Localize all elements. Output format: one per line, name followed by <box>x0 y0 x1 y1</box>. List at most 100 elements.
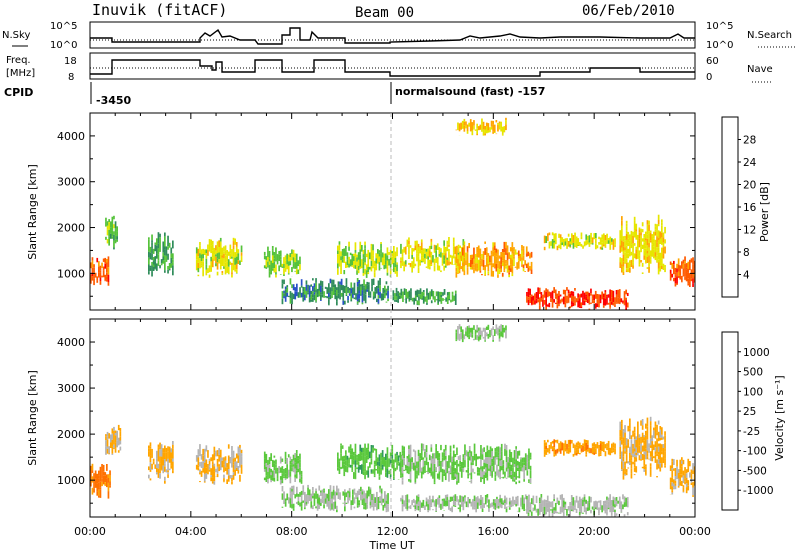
scatter-cell <box>566 513 568 516</box>
scatter-cell <box>297 493 300 497</box>
scatter-cell <box>271 470 274 473</box>
scatter-cell <box>469 259 472 267</box>
scatter-cell <box>438 471 441 477</box>
scatter-cell <box>572 443 575 449</box>
scatter-cell <box>635 249 638 254</box>
scatter-cell <box>338 461 341 469</box>
scatter-cell <box>443 498 445 507</box>
scatter-cell <box>547 233 549 241</box>
scatter-cell <box>656 459 658 464</box>
scatter-cell <box>361 489 364 492</box>
scatter-cell <box>297 456 300 459</box>
scatter-cell <box>476 472 479 476</box>
scatter-cell <box>400 454 402 461</box>
scatter-cell <box>372 265 374 269</box>
scatter-cell <box>289 261 292 266</box>
scatter-cell <box>157 243 160 249</box>
scatter-cell <box>384 503 386 507</box>
scatter-cell <box>113 240 115 248</box>
scatter-cell <box>315 301 317 303</box>
scatter-cell <box>548 513 551 517</box>
scatter-cell <box>508 272 510 275</box>
scatter-cell <box>418 294 420 297</box>
scatter-cell <box>388 259 390 266</box>
scatter-cell <box>508 270 510 273</box>
scatter-cell <box>662 232 665 238</box>
scatter-cell <box>516 495 519 499</box>
scatter-cell <box>444 444 447 451</box>
scatter-cell <box>614 443 616 449</box>
scatter-cell <box>509 264 512 269</box>
scatter-cell <box>157 444 160 448</box>
scatter-cell <box>411 462 413 466</box>
scatter-cell <box>90 485 92 487</box>
scatter-cell <box>509 254 512 258</box>
scatter-cell <box>449 445 452 453</box>
scatter-cell <box>463 257 466 261</box>
scatter-cell <box>102 464 105 472</box>
scatter-cell <box>364 496 367 503</box>
scatter-cell <box>528 461 530 470</box>
scatter-cell <box>315 491 317 494</box>
scatter-cell <box>320 490 322 493</box>
scatter-cell <box>448 507 450 510</box>
scatter-cell <box>494 507 497 510</box>
scatter-cell <box>168 263 171 269</box>
scatter-cell <box>492 263 494 268</box>
scatter-cell <box>643 237 646 243</box>
scatter-cell <box>546 508 549 512</box>
scatter-cell <box>430 251 433 256</box>
scatter-cell <box>569 444 572 453</box>
scatter-cell <box>235 242 238 247</box>
scatter-cell <box>441 452 444 458</box>
scatter-cell <box>385 453 387 460</box>
scatter-cell <box>545 236 548 243</box>
scatter-cell <box>684 263 686 271</box>
scatter-cell <box>324 286 327 289</box>
scatter-cell <box>417 251 420 257</box>
scatter-cell <box>381 257 384 266</box>
scatter-cell <box>99 489 102 493</box>
scatter-cell <box>448 237 450 245</box>
scatter-cell <box>641 229 644 233</box>
scatter-cell <box>156 450 158 459</box>
scatter-cell <box>456 470 458 475</box>
scatter-cell <box>619 238 622 246</box>
scatter-cell <box>378 461 381 467</box>
scatter-cell <box>216 466 219 471</box>
scatter-cell <box>370 473 373 474</box>
scatter-cell <box>559 294 562 297</box>
scatter-cell <box>441 500 444 509</box>
scatter-cell <box>685 469 688 474</box>
scatter-cell <box>673 271 675 275</box>
noise-right-tick-bottom: 10^0 <box>706 40 733 51</box>
scatter-cell <box>473 259 475 265</box>
scatter-cell <box>657 459 660 465</box>
scatter-cell <box>682 263 685 269</box>
scatter-cell <box>477 245 480 251</box>
scatter-cell <box>501 260 504 263</box>
scatter-cell <box>224 245 227 251</box>
scatter-cell <box>599 506 602 510</box>
scatter-cell <box>583 496 586 502</box>
scatter-cell <box>315 493 317 499</box>
scatter-cell <box>484 129 486 134</box>
scatter-cell <box>640 443 642 452</box>
scatter-cell <box>664 442 666 449</box>
scatter-cell <box>267 265 269 268</box>
scatter-cell <box>235 256 238 264</box>
scatter-cell <box>414 245 417 251</box>
scatter-cell <box>433 265 436 272</box>
scatter-cell <box>377 295 380 299</box>
scatter-cell <box>448 299 451 301</box>
scatter-cell <box>604 509 607 514</box>
scatter-cell <box>235 273 238 274</box>
scatter-cell <box>208 464 211 467</box>
scatter-cell <box>221 460 224 468</box>
scatter-cell <box>649 230 652 233</box>
scatter-cell <box>505 263 507 267</box>
scatter-cell <box>294 468 296 475</box>
scatter-cell <box>361 452 363 456</box>
scatter-cell <box>430 300 433 304</box>
scatter-cell <box>102 270 105 278</box>
